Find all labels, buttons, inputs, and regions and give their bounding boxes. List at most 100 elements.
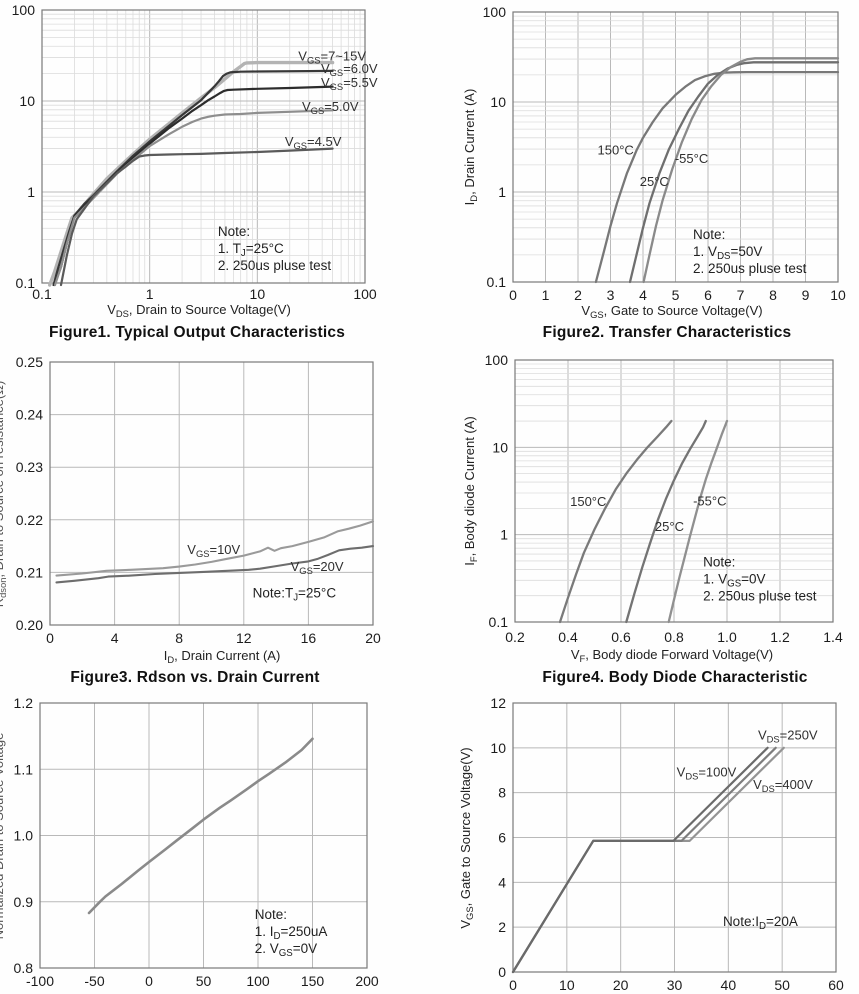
svg-text:VGS=10V: VGS=10V bbox=[187, 542, 240, 559]
svg-text:IF, Body diode Current (A): IF, Body diode Current (A) bbox=[462, 416, 479, 566]
svg-text:0.4: 0.4 bbox=[558, 629, 578, 645]
svg-text:ID, Drain Current (A): ID, Drain Current (A) bbox=[164, 648, 281, 665]
svg-text:10: 10 bbox=[830, 287, 846, 303]
svg-text:0.1: 0.1 bbox=[32, 286, 52, 302]
svg-text:200: 200 bbox=[355, 973, 379, 989]
svg-text:Note:: Note: bbox=[218, 224, 250, 239]
svg-text:0.23: 0.23 bbox=[16, 459, 43, 475]
svg-text:10: 10 bbox=[250, 286, 266, 302]
svg-text:VGS, Gate to Source Voltage(V): VGS, Gate to Source Voltage(V) bbox=[581, 303, 762, 320]
svg-text:Note:: Note: bbox=[693, 227, 725, 242]
svg-text:6: 6 bbox=[704, 287, 712, 303]
svg-text:VDS=250V: VDS=250V bbox=[758, 728, 818, 745]
svg-text:20: 20 bbox=[365, 630, 381, 646]
figure4-body-diode-plot: 150°C 25°C -55°C Note: 1. VGS=0V2. 250us plu… bbox=[462, 352, 843, 664]
svg-text:-50: -50 bbox=[84, 973, 104, 989]
svg-text:Note:TJ=25°C: Note:TJ=25°C bbox=[253, 586, 337, 604]
svg-text:9: 9 bbox=[802, 287, 810, 303]
svg-text:VDS=400V: VDS=400V bbox=[753, 777, 813, 794]
svg-text:VGS, Gate to Source Voltage(V): VGS, Gate to Source Voltage(V) bbox=[458, 747, 475, 928]
svg-text:0: 0 bbox=[46, 630, 54, 646]
svg-text:0.22: 0.22 bbox=[16, 512, 43, 528]
svg-text:25°C: 25°C bbox=[655, 519, 684, 534]
svg-text:VGS=7~15V: VGS=7~15V bbox=[298, 48, 366, 65]
svg-text:3: 3 bbox=[607, 287, 615, 303]
svg-text:1. VDS=50V: 1. VDS=50V bbox=[693, 244, 762, 262]
svg-text:2. VGS=0V: 2. VGS=0V bbox=[255, 941, 317, 959]
svg-text:150°C: 150°C bbox=[598, 142, 634, 157]
svg-text:0: 0 bbox=[145, 973, 153, 989]
svg-text:ID, Drain Current (A): ID, Drain Current (A) bbox=[462, 89, 479, 206]
svg-text:4: 4 bbox=[498, 874, 506, 890]
figure4-caption: Figure4. Body Diode Characteristic bbox=[542, 669, 808, 686]
svg-text:-100: -100 bbox=[26, 973, 54, 989]
svg-text:0.25: 0.25 bbox=[16, 354, 43, 370]
svg-text:2: 2 bbox=[498, 919, 506, 935]
svg-text:1.2: 1.2 bbox=[770, 629, 790, 645]
svg-text:0.1: 0.1 bbox=[16, 275, 36, 291]
svg-text:-55°C: -55°C bbox=[675, 151, 708, 166]
svg-text:100: 100 bbox=[353, 286, 377, 302]
svg-text:0: 0 bbox=[509, 977, 517, 993]
svg-text:10: 10 bbox=[490, 94, 506, 110]
svg-text:Note:: Note: bbox=[255, 907, 287, 922]
svg-text:2. 250us pluse test: 2. 250us pluse test bbox=[218, 258, 332, 273]
svg-text:8: 8 bbox=[498, 785, 506, 801]
figure3-caption: Figure3. Rdson vs. Drain Current bbox=[70, 669, 320, 686]
svg-text:150: 150 bbox=[301, 973, 325, 989]
svg-text:0.21: 0.21 bbox=[16, 564, 43, 580]
figure3-rdson-vs-drain-current-plot: VGS=10V VGS=20V Note:TJ=25°C 0 4 8 12 16 20 0.20 0… bbox=[0, 354, 381, 665]
svg-text:VGS=5.0V: VGS=5.0V bbox=[302, 99, 359, 116]
svg-text:VGS=4.5V: VGS=4.5V bbox=[285, 134, 342, 151]
svg-text:2. 250us pluse test: 2. 250us pluse test bbox=[703, 589, 817, 604]
svg-text:1: 1 bbox=[146, 286, 154, 302]
svg-text:0.24: 0.24 bbox=[16, 407, 43, 423]
svg-text:VDS, Drain to Source Voltage(V: VDS, Drain to Source Voltage(V) bbox=[107, 302, 291, 319]
svg-text:150°C: 150°C bbox=[570, 494, 606, 509]
svg-text:50: 50 bbox=[196, 973, 212, 989]
svg-text:100: 100 bbox=[485, 352, 509, 368]
svg-text:10: 10 bbox=[492, 439, 508, 455]
svg-text:1. VGS=0V: 1. VGS=0V bbox=[703, 572, 765, 590]
svg-text:1. ID=250uA: 1. ID=250uA bbox=[255, 924, 328, 942]
svg-text:1: 1 bbox=[500, 527, 508, 543]
svg-text:100: 100 bbox=[246, 973, 270, 989]
svg-text:0.6: 0.6 bbox=[611, 629, 631, 645]
svg-text:25°C: 25°C bbox=[640, 174, 669, 189]
svg-text:4: 4 bbox=[639, 287, 647, 303]
svg-text:0.20: 0.20 bbox=[16, 617, 43, 633]
svg-text:2. 250us pluse test: 2. 250us pluse test bbox=[693, 261, 807, 276]
svg-text:VGS=5.5V: VGS=5.5V bbox=[321, 75, 378, 92]
svg-text:0.9: 0.9 bbox=[14, 894, 34, 910]
svg-text:VGS=20V: VGS=20V bbox=[291, 559, 344, 576]
svg-text:1: 1 bbox=[27, 184, 35, 200]
svg-text:4: 4 bbox=[111, 630, 119, 646]
svg-text:5: 5 bbox=[672, 287, 680, 303]
svg-text:0: 0 bbox=[498, 964, 506, 980]
svg-text:1.2: 1.2 bbox=[14, 695, 34, 711]
svg-text:Rdson, Drain to Source on resi: Rdson, Drain to Source on resistance(Ω) bbox=[0, 381, 8, 608]
svg-text:VGS=6.0V: VGS=6.0V bbox=[321, 61, 378, 78]
svg-text:60: 60 bbox=[828, 977, 844, 993]
svg-text:1.1: 1.1 bbox=[14, 761, 34, 777]
svg-text:12: 12 bbox=[490, 695, 506, 711]
svg-text:1.0: 1.0 bbox=[14, 828, 34, 844]
svg-text:0.1: 0.1 bbox=[489, 614, 509, 630]
svg-text:20: 20 bbox=[613, 977, 629, 993]
svg-text:10: 10 bbox=[19, 93, 35, 109]
svg-text:0.8: 0.8 bbox=[14, 960, 34, 976]
svg-text:Normalized Drain to Source Vol: Normalized Drain to Source Voltage bbox=[0, 733, 6, 940]
svg-text:Note:: Note: bbox=[703, 555, 735, 570]
svg-text:0.1: 0.1 bbox=[487, 274, 507, 290]
svg-text:10: 10 bbox=[490, 740, 506, 756]
svg-text:2: 2 bbox=[574, 287, 582, 303]
svg-text:40: 40 bbox=[721, 977, 737, 993]
svg-text:16: 16 bbox=[301, 630, 317, 646]
svg-text:6: 6 bbox=[498, 830, 506, 846]
svg-text:7: 7 bbox=[737, 287, 745, 303]
svg-text:-55°C: -55°C bbox=[693, 493, 726, 508]
